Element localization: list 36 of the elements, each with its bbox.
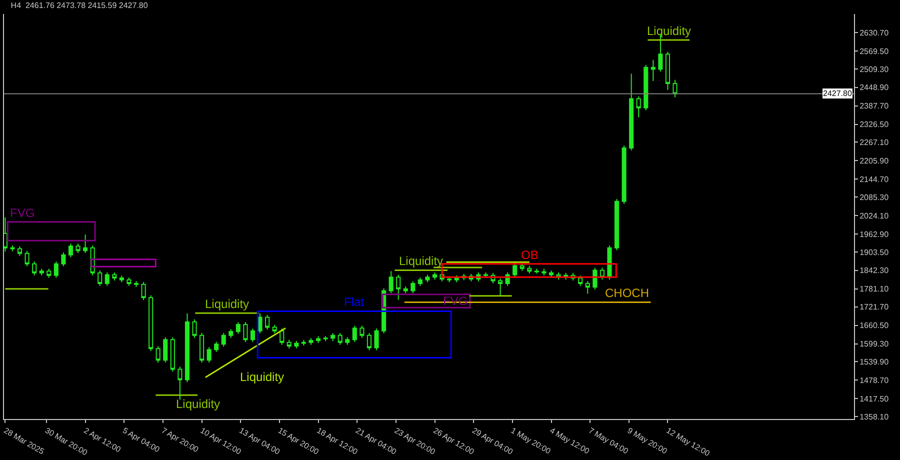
y-tick-label: 1903.50 [860,248,890,257]
y-tick-label: 2509.30 [860,64,890,74]
chart-title: H4 2461.76 2473.78 2415.59 2427.80 [10,0,148,10]
y-tick-label: 1962.90 [860,230,890,239]
series-label: Liquidity [176,397,220,411]
y-tick-label: 1478.70 [860,376,890,385]
series-label: Liquidity [647,24,692,38]
y-tick-label: 1842.30 [860,266,890,276]
series-label: Liquidity [240,370,284,384]
y-tick-label: 2448.90 [860,83,890,92]
y-tick-label: 2630.70 [860,28,890,38]
y-tick-label: 1539.90 [860,357,890,366]
y-tick-label: 1599.30 [860,340,890,349]
y-tick-label: 2326.50 [860,120,890,130]
series-label: FVG [10,206,35,220]
y-tick-label: 1660.50 [860,321,890,330]
series-label: Liquidity [205,297,250,311]
y-tick-label: 2205.90 [860,156,890,166]
x-tick-label: 28 Mar 2025 [2,426,46,457]
y-tick-label: 2024.10 [860,211,890,220]
y-tick-label: 2387.70 [860,102,890,111]
y-tick-label: 1358.10 [860,412,890,422]
y-tick-label: 2085.30 [860,192,890,202]
ref-line-label: 2427.80 [823,89,852,98]
y-tick-label: 1417.50 [860,394,890,404]
y-tick-label: 1721.70 [860,302,890,312]
series-label: CHOCH [605,286,649,300]
y-tick-label: 2267.10 [860,138,890,148]
y-tick-label: 2569.50 [860,46,890,56]
series-label: Flat [344,295,365,309]
y-tick-label: 2144.70 [860,174,890,184]
x-tick-label: 7 Apr 20:00 [160,426,200,455]
x-tick-label: 5 Apr 04:00 [121,426,162,455]
y-tick-label: 1781.10 [860,284,890,294]
series-label: Liquidity [399,254,444,268]
series-label: OB [521,248,538,262]
